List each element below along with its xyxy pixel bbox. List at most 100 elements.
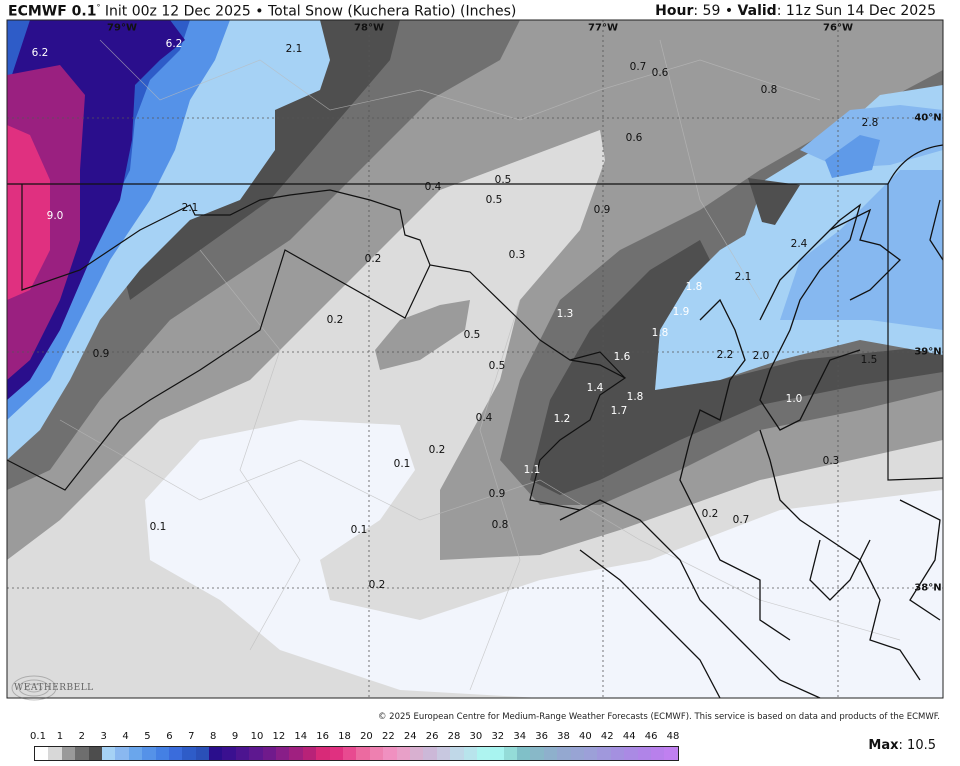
colorbar-swatch [396, 747, 410, 760]
contour-label: 0.5 [488, 360, 506, 372]
colorbar-swatch [517, 747, 531, 760]
weatherbell-logo-mark [11, 675, 57, 701]
valid-time: : 11z Sun 14 Dec 2025 [776, 3, 936, 19]
contour-label: 2.1 [181, 202, 199, 214]
contour-label: 0.7 [732, 514, 750, 526]
colorbar-swatch [289, 747, 303, 760]
colorbar-tick-label: 7 [188, 731, 195, 742]
colorbar-tick-label: 30 [469, 731, 483, 742]
colorbar-swatch [128, 747, 143, 760]
max-label: Max [868, 738, 899, 753]
contour-label: 0.3 [508, 249, 526, 261]
colorbar-tick-label: 6 [166, 731, 173, 742]
product-name: Total Snow (Kuchera Ratio) (Inches) [267, 3, 517, 20]
colorbar-tick-label: 26 [425, 731, 439, 742]
colorbar-tick-label: 20 [360, 731, 373, 742]
colorbar-tick-label: 38 [557, 731, 570, 742]
contour-label: 0.1 [350, 524, 368, 536]
colorbar-swatch [115, 747, 129, 760]
graticule-label: 38°N [914, 582, 942, 594]
colorbar-tick-label: 18 [338, 731, 351, 742]
contour-label: 1.1 [523, 464, 541, 476]
contour-label: 6.2 [165, 38, 183, 50]
colorbar-swatch [61, 747, 76, 760]
colorbar-swatch [409, 747, 424, 760]
colorbar-tick-label: 12 [272, 731, 286, 742]
colorbar-tick-label: 14 [294, 731, 308, 742]
colorbar-swatch [530, 747, 544, 760]
colorbar-swatch [450, 747, 464, 760]
degree-symbol: ° [96, 3, 101, 12]
graticule-label: 78°W [354, 22, 384, 34]
graticule-label: 39°N [914, 346, 942, 358]
colorbar-swatch [463, 747, 477, 760]
colorbar-swatch [650, 747, 665, 760]
colorbar-swatch [222, 747, 236, 760]
colorbar-swatch [584, 747, 598, 760]
colorbar-swatch [664, 747, 678, 760]
snow-zone-pink [7, 125, 50, 300]
contour-label: 1.3 [556, 308, 574, 320]
model-name: ECMWF 0.1 [8, 3, 97, 20]
contour-label: 1.5 [860, 354, 878, 366]
colorbar-ticks: 0.1 1 2 3 4 5 6 7 8 9 10 12 14 16 18 20 22 24 26 28 30 32 34 36… [30, 731, 679, 743]
contour-label: 2.8 [861, 117, 879, 129]
colorbar-swatch [155, 747, 169, 760]
colorbar-tick-label: 22 [381, 731, 395, 742]
colorbar-swatch [302, 747, 317, 760]
colorbar-swatch [249, 747, 263, 760]
contour-label: 6.2 [31, 47, 49, 59]
contour-label: 1.8 [651, 327, 669, 339]
colorbar-swatch [543, 747, 558, 760]
snow-zone-dark-gray-nw [7, 20, 520, 490]
colorbar-tick-label: 8 [209, 731, 217, 742]
contour-label: 1.7 [610, 405, 628, 417]
contour-label: 0.3 [822, 455, 840, 467]
colorbar-swatch [182, 747, 196, 760]
contour-label: 0.8 [491, 519, 509, 531]
colorbar-swatch [369, 747, 384, 760]
colorbar-swatch [503, 747, 518, 760]
colorbar-swatch [75, 747, 89, 760]
colorbar-swatch [209, 747, 223, 760]
colorbar-swatch [476, 747, 491, 760]
forecast-hour: : 59 [693, 3, 721, 19]
weatherbell-logo: WEATHERBELL [14, 683, 94, 693]
contour-label: 0.6 [625, 132, 643, 144]
snow-zone-mid-gray-blob [375, 300, 470, 370]
contour-label: 1.4 [586, 382, 604, 394]
graticule [7, 20, 943, 698]
graticule-label: 79°W [107, 22, 137, 34]
title-separator: • [255, 3, 264, 20]
contour-label: 0.6 [651, 67, 669, 79]
contour-label: 0.5 [463, 329, 481, 341]
graticule-label: 77°W [588, 22, 618, 34]
colorbar-tick-label: 4 [122, 731, 129, 742]
coastline-chesapeake [559, 199, 943, 698]
colorbar-swatch [168, 747, 183, 760]
colorbar-swatch [597, 747, 611, 760]
contour-label: 0.9 [488, 488, 506, 500]
contour-label: 0.2 [326, 314, 344, 326]
contour-label: 2.0 [752, 350, 770, 362]
colorbar-swatch [35, 747, 49, 760]
colorbar-swatch [276, 747, 290, 760]
contour-label: 0.5 [494, 174, 512, 186]
contour-label: 2.1 [285, 43, 303, 55]
snow-zone-darker-gray-e [530, 240, 943, 495]
colorbar-tick-label: 16 [316, 731, 330, 742]
max-value: Max: 10.5 [868, 738, 936, 753]
contour-label: 2.2 [716, 349, 734, 361]
colorbar [34, 746, 679, 761]
copyright-notice: © 2025 European Centre for Medium-Range … [375, 712, 942, 722]
contour-label: 9.0 [46, 210, 64, 222]
contour-label: 0.8 [760, 84, 778, 96]
valid-label: Valid [737, 3, 777, 19]
colorbar-swatch [356, 747, 370, 760]
contour-label: 1.8 [685, 281, 703, 293]
contour-label: 0.2 [364, 253, 382, 265]
map-frame [6, 19, 944, 699]
colorbar-swatch [610, 747, 625, 760]
colorbar-swatch [383, 747, 397, 760]
